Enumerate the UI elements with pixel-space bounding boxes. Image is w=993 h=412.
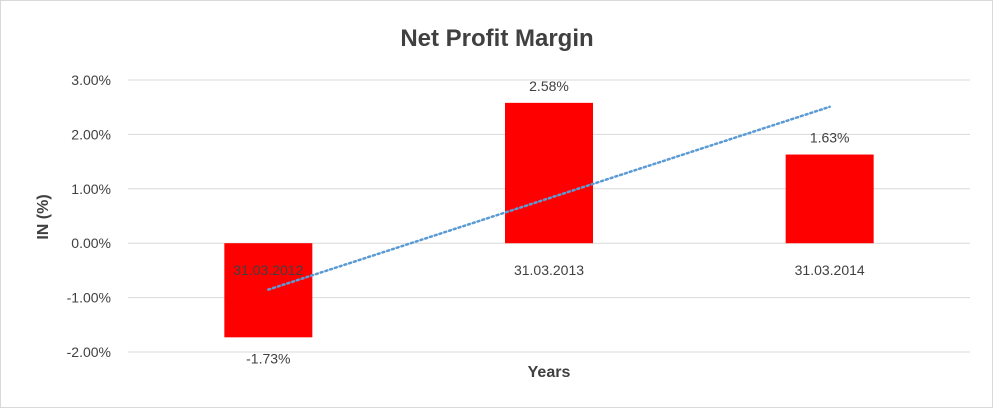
data-label: 1.63% (810, 130, 850, 146)
x-tick-label: 31.03.2012 (233, 262, 303, 278)
chart-title: Net Profit Margin (400, 25, 593, 52)
data-labels: -1.73% 2.58% 1.63% (246, 78, 849, 366)
x-tick-label: 31.03.2014 (795, 262, 865, 278)
y-tick-label: 0.00% (71, 235, 111, 251)
bar (505, 102, 593, 244)
y-axis-title: IN (%) (35, 194, 52, 239)
data-label: 2.58% (529, 78, 569, 94)
x-tick-label: 31.03.2013 (514, 262, 584, 278)
bars (224, 102, 874, 338)
bar (785, 154, 874, 244)
x-axis-title: Years (528, 364, 571, 381)
y-tick-label: -1.00% (67, 290, 111, 306)
y-tick-label: 3.00% (71, 72, 111, 88)
data-label: -1.73% (246, 350, 290, 366)
y-tick-label: 2.00% (71, 126, 111, 142)
trendline (267, 105, 831, 291)
y-tick-label: -2.00% (67, 344, 111, 360)
y-axis-ticks: 3.00% 2.00% 1.00% 0.00% -1.00% -2.00% (67, 72, 111, 360)
trendline-line (267, 105, 831, 291)
category-labels: 31.03.2012 31.03.2013 31.03.2014 (233, 262, 865, 278)
y-tick-label: 1.00% (71, 181, 111, 197)
